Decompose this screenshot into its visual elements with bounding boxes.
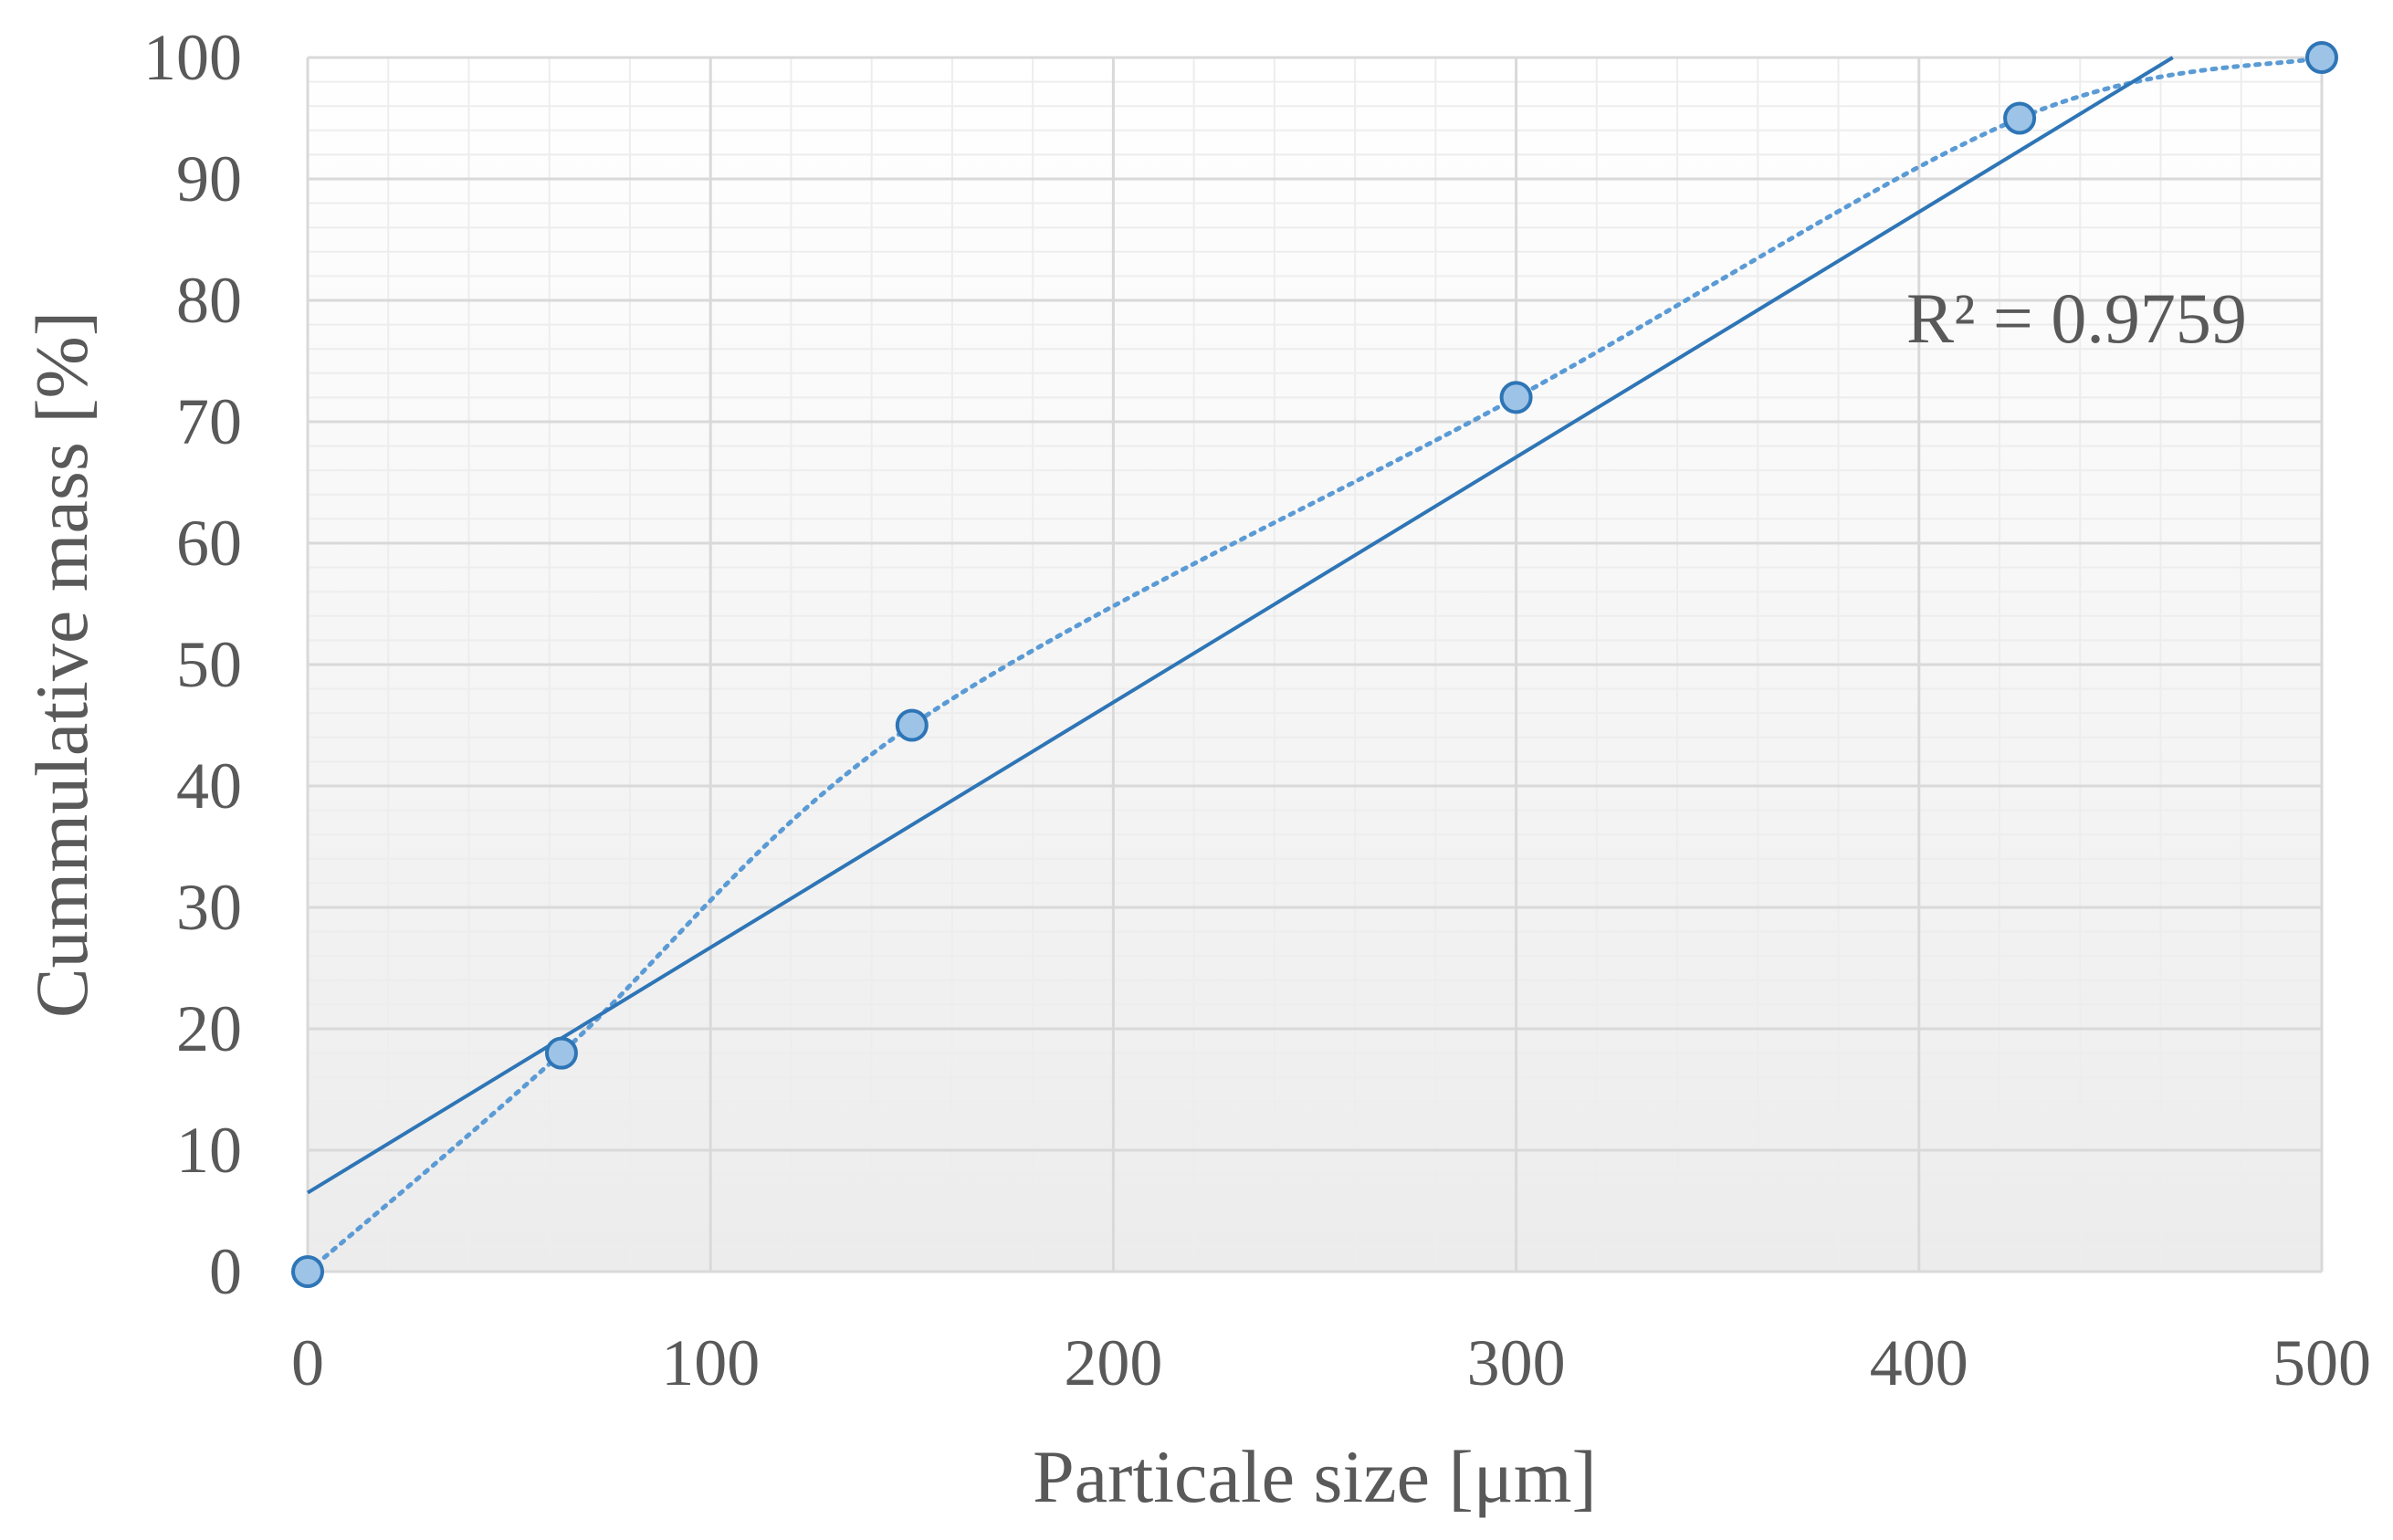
r-squared-label: R² = 0.9759 (1906, 278, 2247, 358)
major-grid (306, 56, 2324, 1273)
x-tick-label: 400 (1870, 1326, 1968, 1399)
x-axis-title: Particale size [μm] (1033, 1435, 1597, 1518)
x-tick-label: 300 (1467, 1326, 1566, 1399)
x-tick-label: 100 (661, 1326, 760, 1399)
y-tick-label: 0 (209, 1235, 242, 1308)
y-axis-ticks: 0 10 20 30 40 50 60 70 80 90 100 (143, 21, 242, 1308)
data-point-marker (895, 708, 929, 742)
y-tick-label: 90 (176, 142, 242, 215)
data-point-marker (1499, 381, 1533, 414)
y-axis-title: Cummulative mass [%] (20, 311, 103, 1018)
data-point-marker (291, 1255, 324, 1288)
y-tick-label: 70 (176, 385, 242, 458)
x-tick-label: 500 (2272, 1326, 2371, 1399)
y-tick-label: 40 (176, 749, 242, 822)
y-tick-label: 50 (176, 628, 242, 701)
y-tick-label: 60 (176, 507, 242, 580)
x-tick-label: 0 (291, 1326, 324, 1399)
data-markers (291, 41, 2338, 1288)
y-tick-label: 80 (176, 264, 242, 337)
data-point-marker (2305, 41, 2338, 74)
y-tick-label: 20 (176, 992, 242, 1065)
y-tick-label: 30 (176, 871, 242, 944)
y-tick-label: 10 (176, 1114, 242, 1187)
data-point-marker (544, 1036, 578, 1070)
y-tick-label: 100 (143, 21, 242, 94)
data-point-marker (2003, 101, 2037, 135)
linear-trendline (306, 56, 2174, 1195)
x-tick-label: 200 (1064, 1326, 1162, 1399)
x-axis-ticks: 0 100 200 300 400 500 (291, 1326, 2371, 1399)
